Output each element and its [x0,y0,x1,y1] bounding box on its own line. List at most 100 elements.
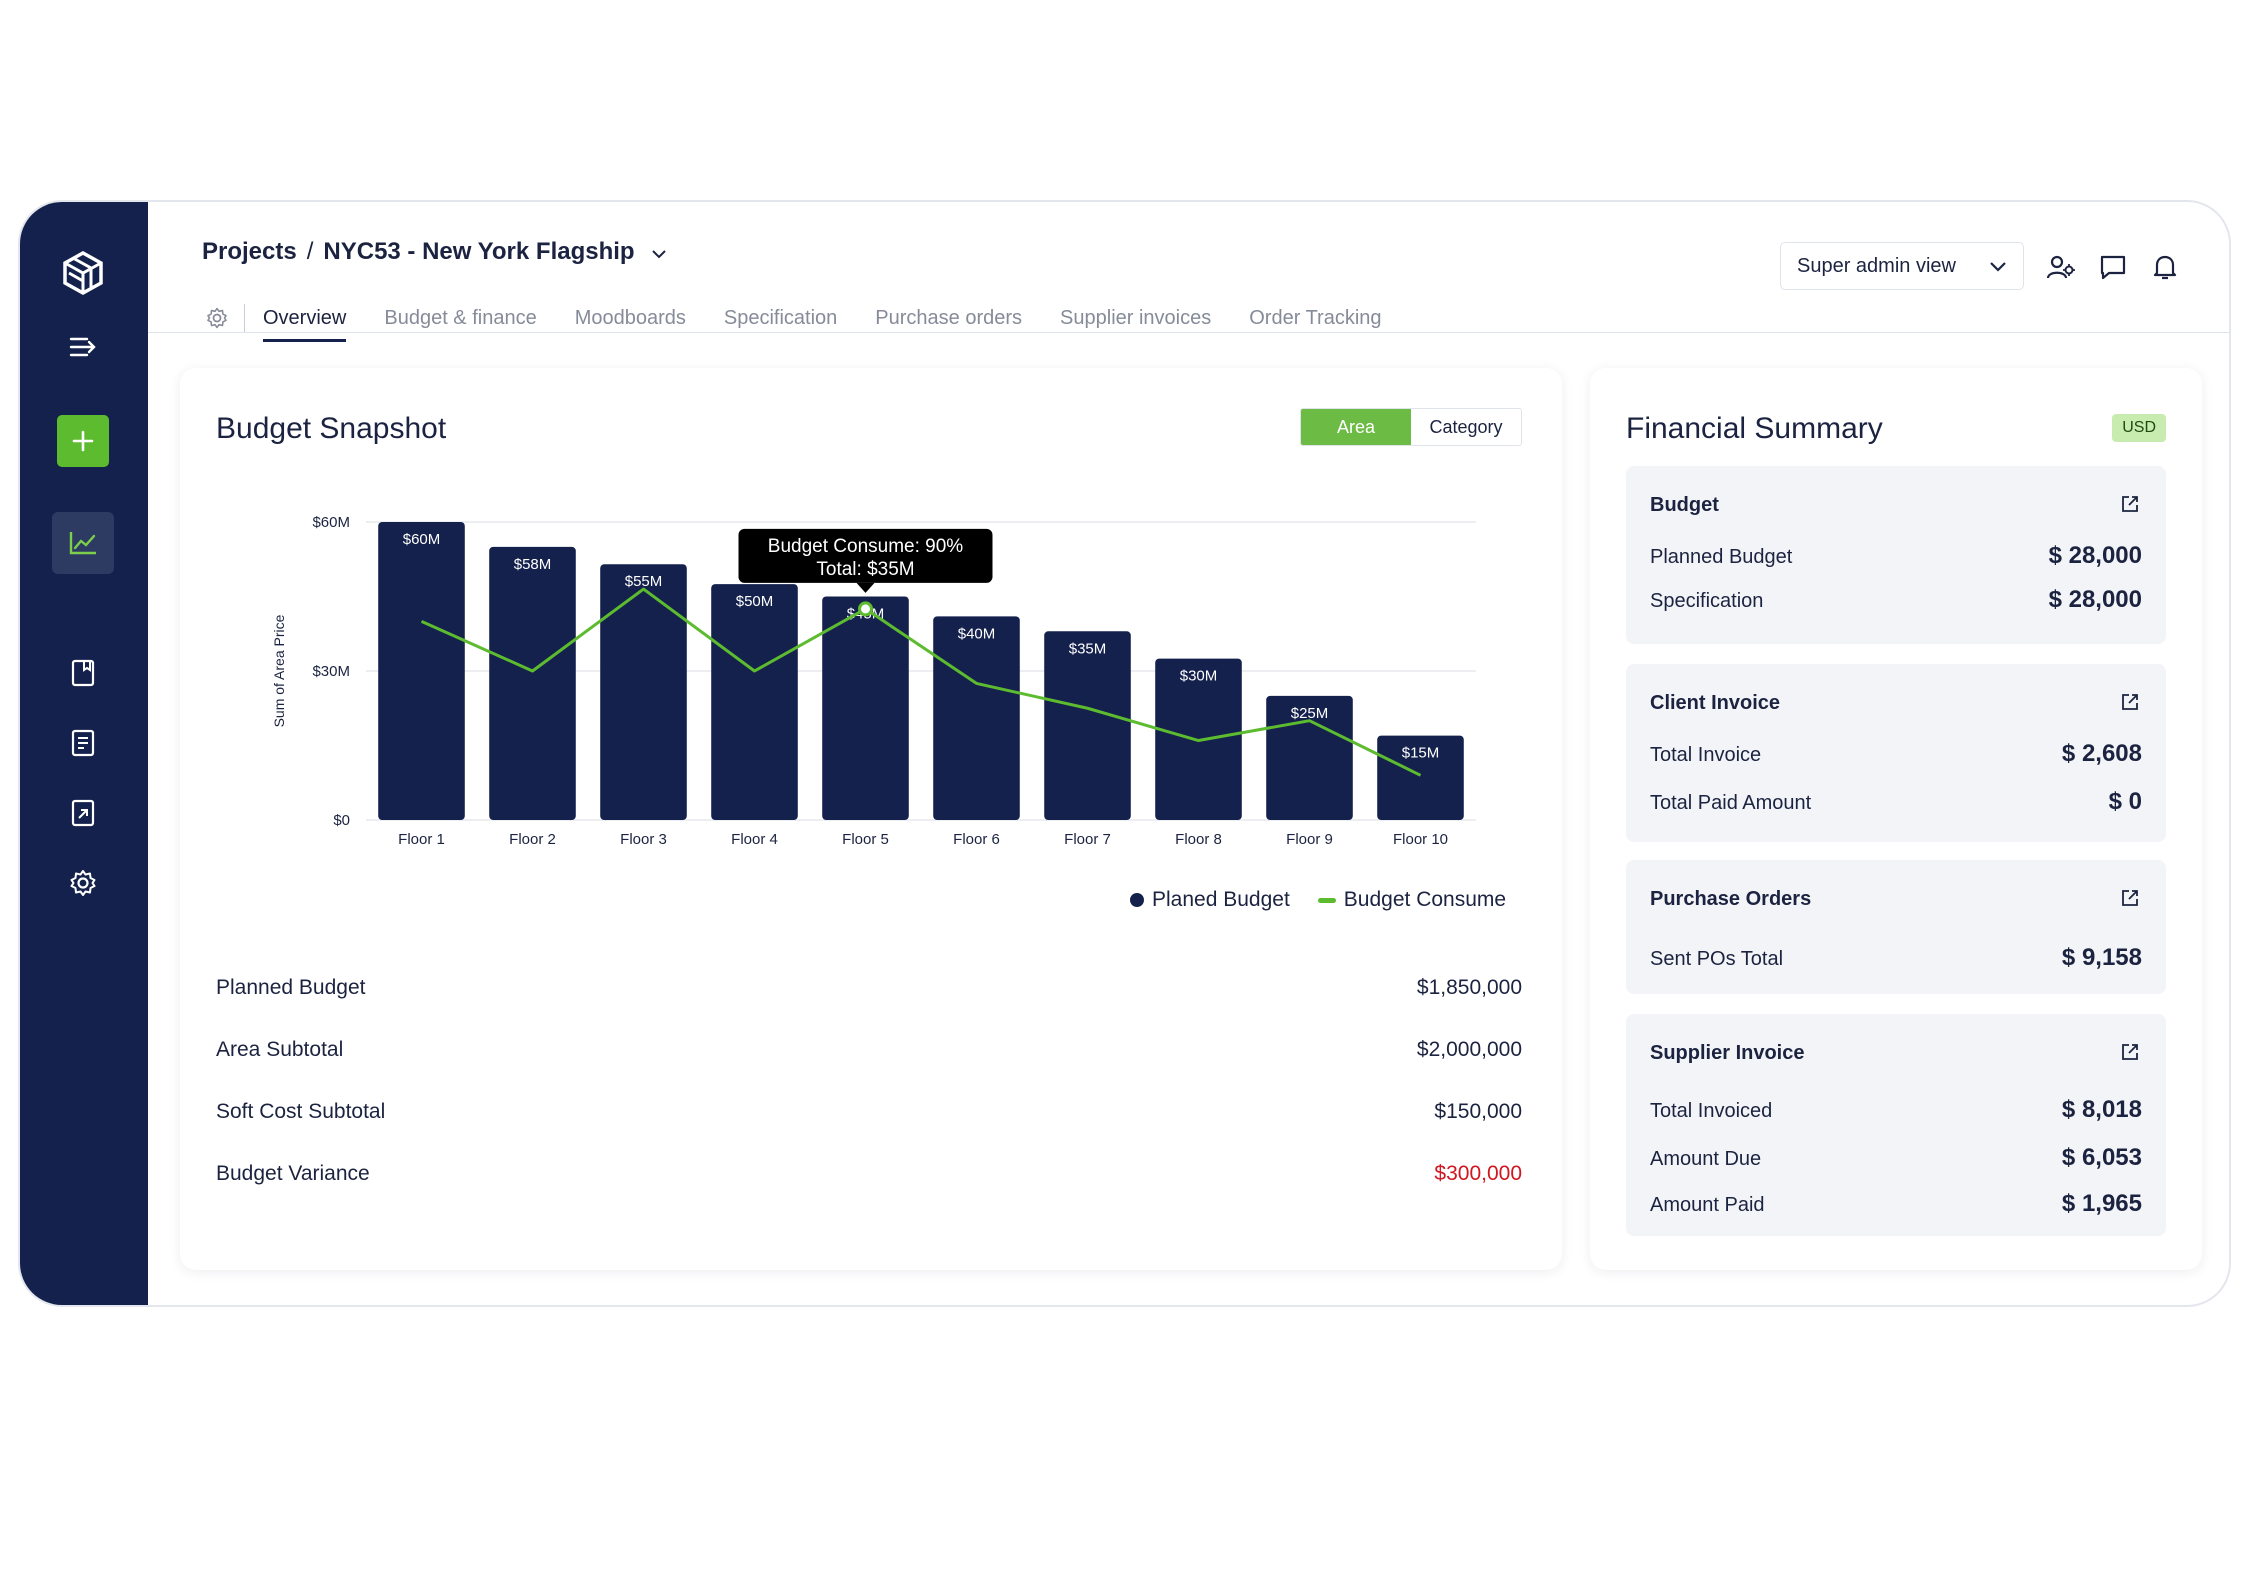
gear-icon[interactable] [202,303,232,333]
add-button[interactable] [57,415,109,467]
header-divider [148,332,2229,333]
import-document-icon[interactable] [52,782,114,844]
tab-overview[interactable]: Overview [263,301,347,342]
bar-value-label: $30M [1180,668,1218,685]
chart-legend: Planed Budget Budget Consume [1130,888,1506,912]
legend-dash [1317,897,1336,903]
chevron-down-icon[interactable] [651,238,667,266]
summary-row: Planned Budget $1,850,000 [216,976,1522,1000]
bar [378,522,465,820]
x-tick-label: Floor 5 [842,831,889,848]
fin-label: Total Paid Amount [1650,792,1812,814]
box-title: Supplier Invoice [1650,1042,1805,1064]
tooltip-box [738,528,993,583]
tab-bar: Overview Budget & finance Moodboards Spe… [202,298,1420,342]
bar-value-label: $15M [1402,745,1440,762]
users-icon[interactable] [2044,250,2078,284]
external-link-icon[interactable] [2120,1042,2142,1064]
bar-value-label: $40M [958,625,996,642]
tab-purchase-orders[interactable]: Purchase orders [875,306,1023,329]
legend-dot [1130,893,1144,907]
y-tick-label: $60M [312,514,350,531]
fin-value: $ 9,158 [2061,944,2142,971]
summary-value: $150,000 [1434,1100,1522,1123]
tooltip-arrow [856,582,875,593]
budget-snapshot-title: Budget Snapshot [216,412,447,445]
fin-value: $ 2,608 [2061,740,2142,767]
legend-planned[interactable]: Planed Budget [1130,888,1290,912]
fin-row: Total Invoiced $ 8,018 [1650,1096,2142,1124]
bar-value-label: $60M [403,531,441,548]
logo-icon[interactable] [52,242,114,304]
tab-supplier-invoices[interactable]: Supplier invoices [1060,306,1212,329]
app-window: Projects / NYC53 - New York Flagship Sup… [18,200,2231,1307]
fin-row: Planned Budget $ 28,000 [1650,542,2142,570]
summary-label: Soft Cost Subtotal [216,1100,386,1123]
fin-label: Total Invoice [1650,744,1762,766]
box-title: Budget [1650,494,1719,516]
menu-expand-icon[interactable] [52,316,114,378]
fin-label: Planned Budget [1650,546,1793,568]
fin-label: Sent POs Total [1650,948,1784,970]
fin-value: $ 28,000 [2048,542,2142,569]
settings-icon[interactable] [52,852,114,914]
bar [822,596,909,820]
tab-specification[interactable]: Specification [723,306,838,329]
client-invoice-box: Client Invoice Total Invoice $ 2,608 Tota… [1626,664,2166,842]
tab-moodboards[interactable]: Moodboards [574,306,686,329]
fin-value: $ 28,000 [2048,586,2142,613]
fin-label: Total Invoiced [1650,1100,1773,1122]
external-link-icon[interactable] [2120,494,2142,516]
tooltip-line-2: Total: $35M [816,559,914,580]
tooltip-line-1: Budget Consume: 90% [768,536,964,557]
legend-consume-label: Budget Consume [1343,888,1507,911]
box-title: Client Invoice [1650,692,1781,714]
external-link-icon[interactable] [2120,888,2142,910]
budget-variance-value: $300,000 [1434,1162,1522,1185]
bar [600,564,687,820]
bar [933,616,1020,820]
summary-value: $1,850,000 [1416,976,1522,999]
breadcrumb-project[interactable]: NYC53 - New York Flagship [323,238,635,265]
fin-row: Amount Due $ 6,053 [1650,1144,2142,1172]
bar-value-label: $55M [625,573,663,590]
x-tick-label: Floor 3 [620,831,667,848]
fin-label: Amount Due [1650,1148,1762,1170]
bar-value-label: $35M [1069,640,1107,657]
invoice-icon[interactable] [52,712,114,774]
breadcrumb-root[interactable]: Projects [202,238,297,265]
y-axis-label: Sum of Area Price [271,614,287,727]
bar-value-label: $25M [1291,705,1329,722]
bar [1266,695,1353,820]
tab-order-tracking[interactable]: Order Tracking [1249,306,1382,329]
x-axis-label: Area [905,855,937,858]
legend-consume[interactable]: Budget Consume [1317,888,1507,912]
fin-value: $ 0 [2108,788,2142,815]
bar [711,584,798,820]
box-title: Purchase Orders [1650,888,1812,910]
fin-value: $ 1,965 [2061,1190,2142,1217]
toggle-category[interactable]: Category [1429,416,1503,437]
budget-box: Budget Planned Budget $ 28,000 Specificat… [1626,466,2166,644]
summary-label: Area Subtotal [216,1038,344,1061]
x-tick-label: Floor 9 [1286,831,1333,848]
budget-chart: $0 $30M $60M Sum of Area Price $60M Floor 1 $5… [271,514,1476,858]
view-select-value: Super admin view [1797,254,1956,277]
view-select[interactable]: Super admin view [1780,242,2024,290]
fin-value: $ 6,053 [2061,1144,2142,1171]
x-tick-label: Floor 2 [509,831,556,848]
x-tick-label: Floor 7 [1064,831,1111,848]
analytics-icon[interactable] [52,512,114,574]
bell-icon[interactable] [2148,250,2182,284]
bar-value-label: $50M [736,593,774,610]
bar-value-label: $58M [514,556,552,573]
toggle-area[interactable]: Area [1301,409,1411,445]
x-tick-label: Floor 6 [953,831,1000,848]
financial-summary-title: Financial Summary [1626,412,1883,445]
tab-budget-finance[interactable]: Budget & finance [384,306,537,329]
external-link-icon[interactable] [2120,692,2142,714]
fin-row: Total Invoice $ 2,608 [1650,740,2142,768]
tab-divider [244,304,245,332]
document-icon[interactable] [52,642,114,704]
chat-icon[interactable] [2096,250,2130,284]
